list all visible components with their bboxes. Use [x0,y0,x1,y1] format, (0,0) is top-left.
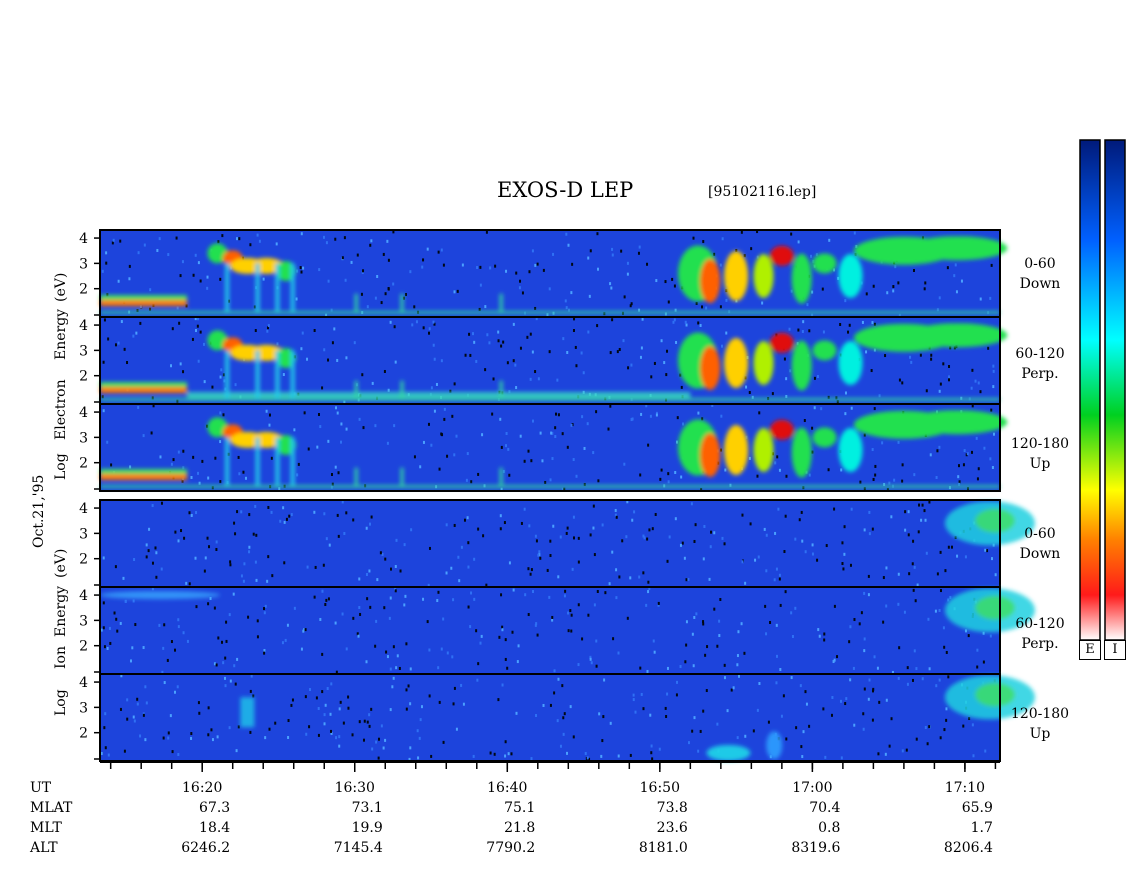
x-tick-label: 16:30 [335,780,375,796]
x-tick-label: 16:20 [182,780,222,796]
y-tick-label: 4 [79,675,88,691]
spectral-features [240,675,1035,761]
electron-channel-perp-range: 60-120 [1015,346,1065,362]
y-tick-label: 2 [79,552,88,568]
electron-channel-up: 120-180 Up [1005,434,1075,474]
plot-title: EXOS-D LEP [497,178,634,202]
ion-channel-up: 120-180 Up [1005,704,1075,744]
x-tick-label: 17:00 [792,780,832,796]
y-tick-label: 3 [79,526,88,542]
ion-ylabel-ion: Ion [53,646,69,669]
ion-channel-down-dir: Down [1019,546,1061,562]
mlt-value: 1.7 [970,820,993,836]
spectral-features [100,236,1008,314]
mlt-value: 21.8 [504,820,536,836]
ion-ylabel-log: Log [53,689,69,716]
mlt-value: 18.4 [199,820,231,836]
y-tick-label: 3 [79,613,88,629]
ion-channel-perp: 60-120 Perp. [1005,614,1075,654]
electron-panel-0: 4 3 2 [79,229,1008,318]
electron-ylabel-log: Log [53,453,69,480]
ion-channel-perp-dir: Perp. [1021,636,1059,652]
ion-panel-3: 4 3 2 [79,499,1035,588]
ion-channel-perp-range: 60-120 [1015,616,1065,632]
y-tick-label: 4 [79,405,88,421]
y-tick-label: 2 [79,639,88,655]
y-tick-label: 4 [79,588,88,604]
y-tick-label: 4 [79,231,88,247]
mlat-value: 65.9 [961,800,993,816]
alt-value: 8181.0 [638,840,688,856]
alt-value: 7790.2 [486,840,536,856]
colorbar-i-label: I [1104,640,1126,660]
colorbar-ion [1104,139,1126,641]
alt-value: 7145.4 [333,840,383,856]
y-tick-label: 4 [79,318,88,334]
electron-panel-1: 4 3 2 [79,316,1008,405]
y-tick-label: 3 [79,430,88,446]
y-tick-label: 2 [79,282,88,298]
electron-ylabel-energy: Energy [53,308,69,360]
y-tick-label: 4 [79,501,88,517]
electron-ylabel-unit: (eV) [53,272,69,302]
electron-channel-down: 0-60 Down [1005,254,1075,294]
noise-speckle [100,587,993,674]
date-label: Oct.21,'95 [31,474,47,548]
electron-channel-perp-dir: Perp. [1021,366,1059,382]
electron-channel-down-dir: Down [1019,276,1061,292]
alt-value: 6246.2 [181,840,231,856]
electron-channel-up-range: 120-180 [1010,436,1070,452]
mlt-label: MLT [30,820,62,836]
spectral-features [100,410,1008,488]
ion-channel-down-range: 0-60 [1024,526,1056,542]
electron-channel-perp: 60-120 Perp. [1005,344,1075,384]
panel-background [100,587,1000,674]
x-tick-label: 17:10 [945,780,985,796]
alt-value: 8319.6 [791,840,841,856]
y-tick-label: 2 [79,456,88,472]
ion-ylabel-energy: Energy [53,585,69,637]
panel-frame [99,403,1001,492]
spectral-features [945,501,1035,546]
y-tick-label: 2 [79,369,88,385]
mlt-value: 0.8 [818,820,841,836]
mlat-value: 75.1 [504,800,536,816]
colorbar-electron [1079,139,1101,641]
mlat-value: 73.1 [351,800,383,816]
electron-channel-up-dir: Up [1029,456,1051,472]
colorbar-e-label: E [1079,640,1101,660]
spectral-features [100,588,1035,633]
y-tick-label: 3 [79,700,88,716]
x-tick-label: 16:40 [487,780,527,796]
noise-speckle [101,317,995,404]
x-tick-label: 16:50 [640,780,680,796]
ion-ylabel-unit: (eV) [53,548,69,578]
noise-speckle [102,500,997,587]
electron-panel-2: 4 3 2 [79,403,1008,492]
ion-channel-up-range: 120-180 [1010,706,1070,722]
electron-ylabel-electron: Electron [53,379,69,440]
mlt-value: 19.9 [351,820,383,836]
y-tick-label: 3 [79,256,88,272]
alt-value: 8206.4 [943,840,993,856]
ion-channel-up-dir: Up [1029,726,1051,742]
mlat-label: MLAT [30,800,73,816]
mlat-value: 67.3 [199,800,231,816]
mlat-value: 70.4 [809,800,841,816]
y-tick-label: 2 [79,726,88,742]
y-tick-label: 3 [79,343,88,359]
ion-panel-4: 4 3 2 [79,586,1035,675]
electron-channel-down-range: 0-60 [1024,256,1056,272]
panel-background [100,674,1000,761]
alt-label: ALT [30,840,58,856]
spectral-features [100,323,1008,401]
ion-panel-5: 4 3 2 [79,673,1035,762]
ion-channel-down: 0-60 Down [1005,524,1075,564]
file-name: [95102116.lep] [708,184,817,200]
mlat-value: 73.8 [656,800,688,816]
panel-background [100,500,1000,587]
mlt-value: 23.6 [656,820,688,836]
ut-label: UT [30,780,52,796]
